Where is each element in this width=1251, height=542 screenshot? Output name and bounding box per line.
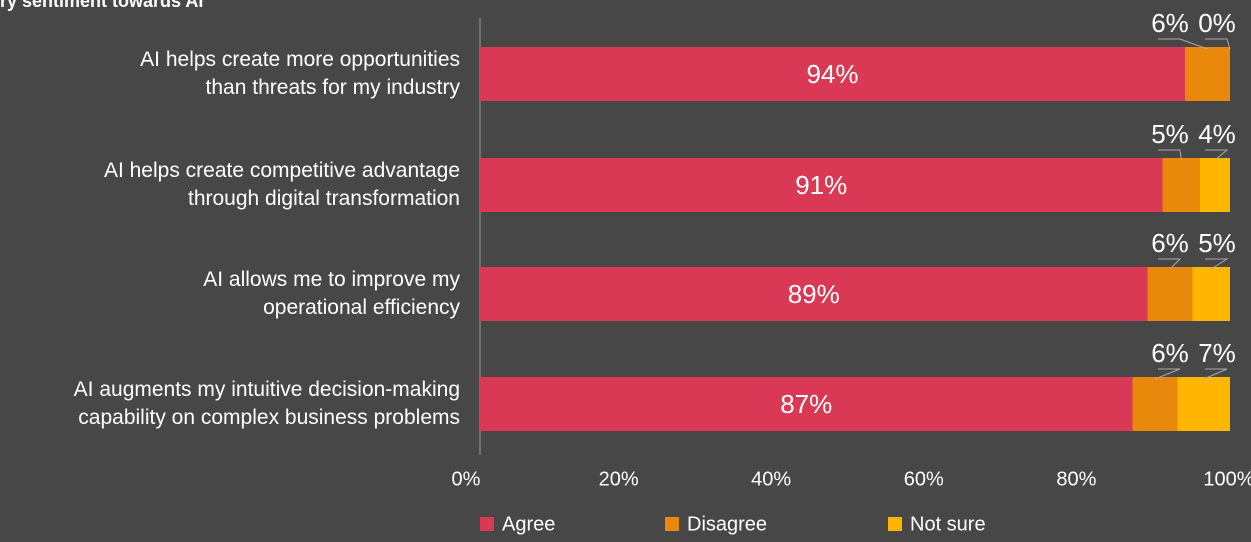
leader-line [1158,149,1182,161]
category-label: AI augments my intuitive decision-making… [73,378,460,429]
bar-segment [1162,158,1200,212]
category-label: AI allows me to improve my operational e… [203,268,460,319]
data-label: 89% [788,279,840,309]
data-label: 87% [780,389,832,419]
category-label: AI helps create competitive advantage th… [103,159,460,210]
data-label: 6% [1151,8,1189,38]
legend-swatch [888,517,902,531]
chart-title: ry sentiment towards AI [0,0,203,11]
category-label: AI helps create more opportunities than … [140,48,460,99]
data-label: 4% [1198,119,1236,149]
leader-line [1205,258,1229,270]
data-label: 7% [1198,338,1236,368]
legend-swatch [665,517,679,531]
legend-label: Not sure [910,513,986,535]
bar-segment [480,158,1163,212]
leader-line [1154,368,1181,380]
legend-swatch [480,517,494,531]
x-tick-label: 0% [452,468,481,490]
data-label: 94% [806,59,858,89]
bar-segment [480,267,1148,321]
leader-line [1158,258,1182,270]
data-label: 6% [1151,228,1189,258]
leader-line [1205,38,1231,50]
bar-segment [1192,267,1230,321]
x-tick-label: 80% [1056,468,1096,490]
data-label: 6% [1151,338,1189,368]
bar-segment [480,47,1185,101]
legend-label: Disagree [687,513,767,535]
x-tick-label: 60% [904,468,944,490]
data-label: 5% [1151,119,1189,149]
data-label: 5% [1198,228,1236,258]
data-label: 91% [795,170,847,200]
bar-segment [1177,377,1230,431]
bar-segment [1185,47,1230,101]
bar-segment [1132,377,1178,431]
bar-segment [480,377,1133,431]
x-tick-label: 20% [599,468,639,490]
legend-label: Agree [502,513,555,535]
leader-line [1158,38,1208,50]
x-tick-label: 40% [751,468,791,490]
x-tick-label: 100% [1203,468,1251,490]
leader-line [1205,149,1229,161]
bar-segment [1200,158,1230,212]
data-label: 0% [1198,8,1236,38]
leader-line [1203,368,1228,380]
bar-segment [1147,267,1193,321]
